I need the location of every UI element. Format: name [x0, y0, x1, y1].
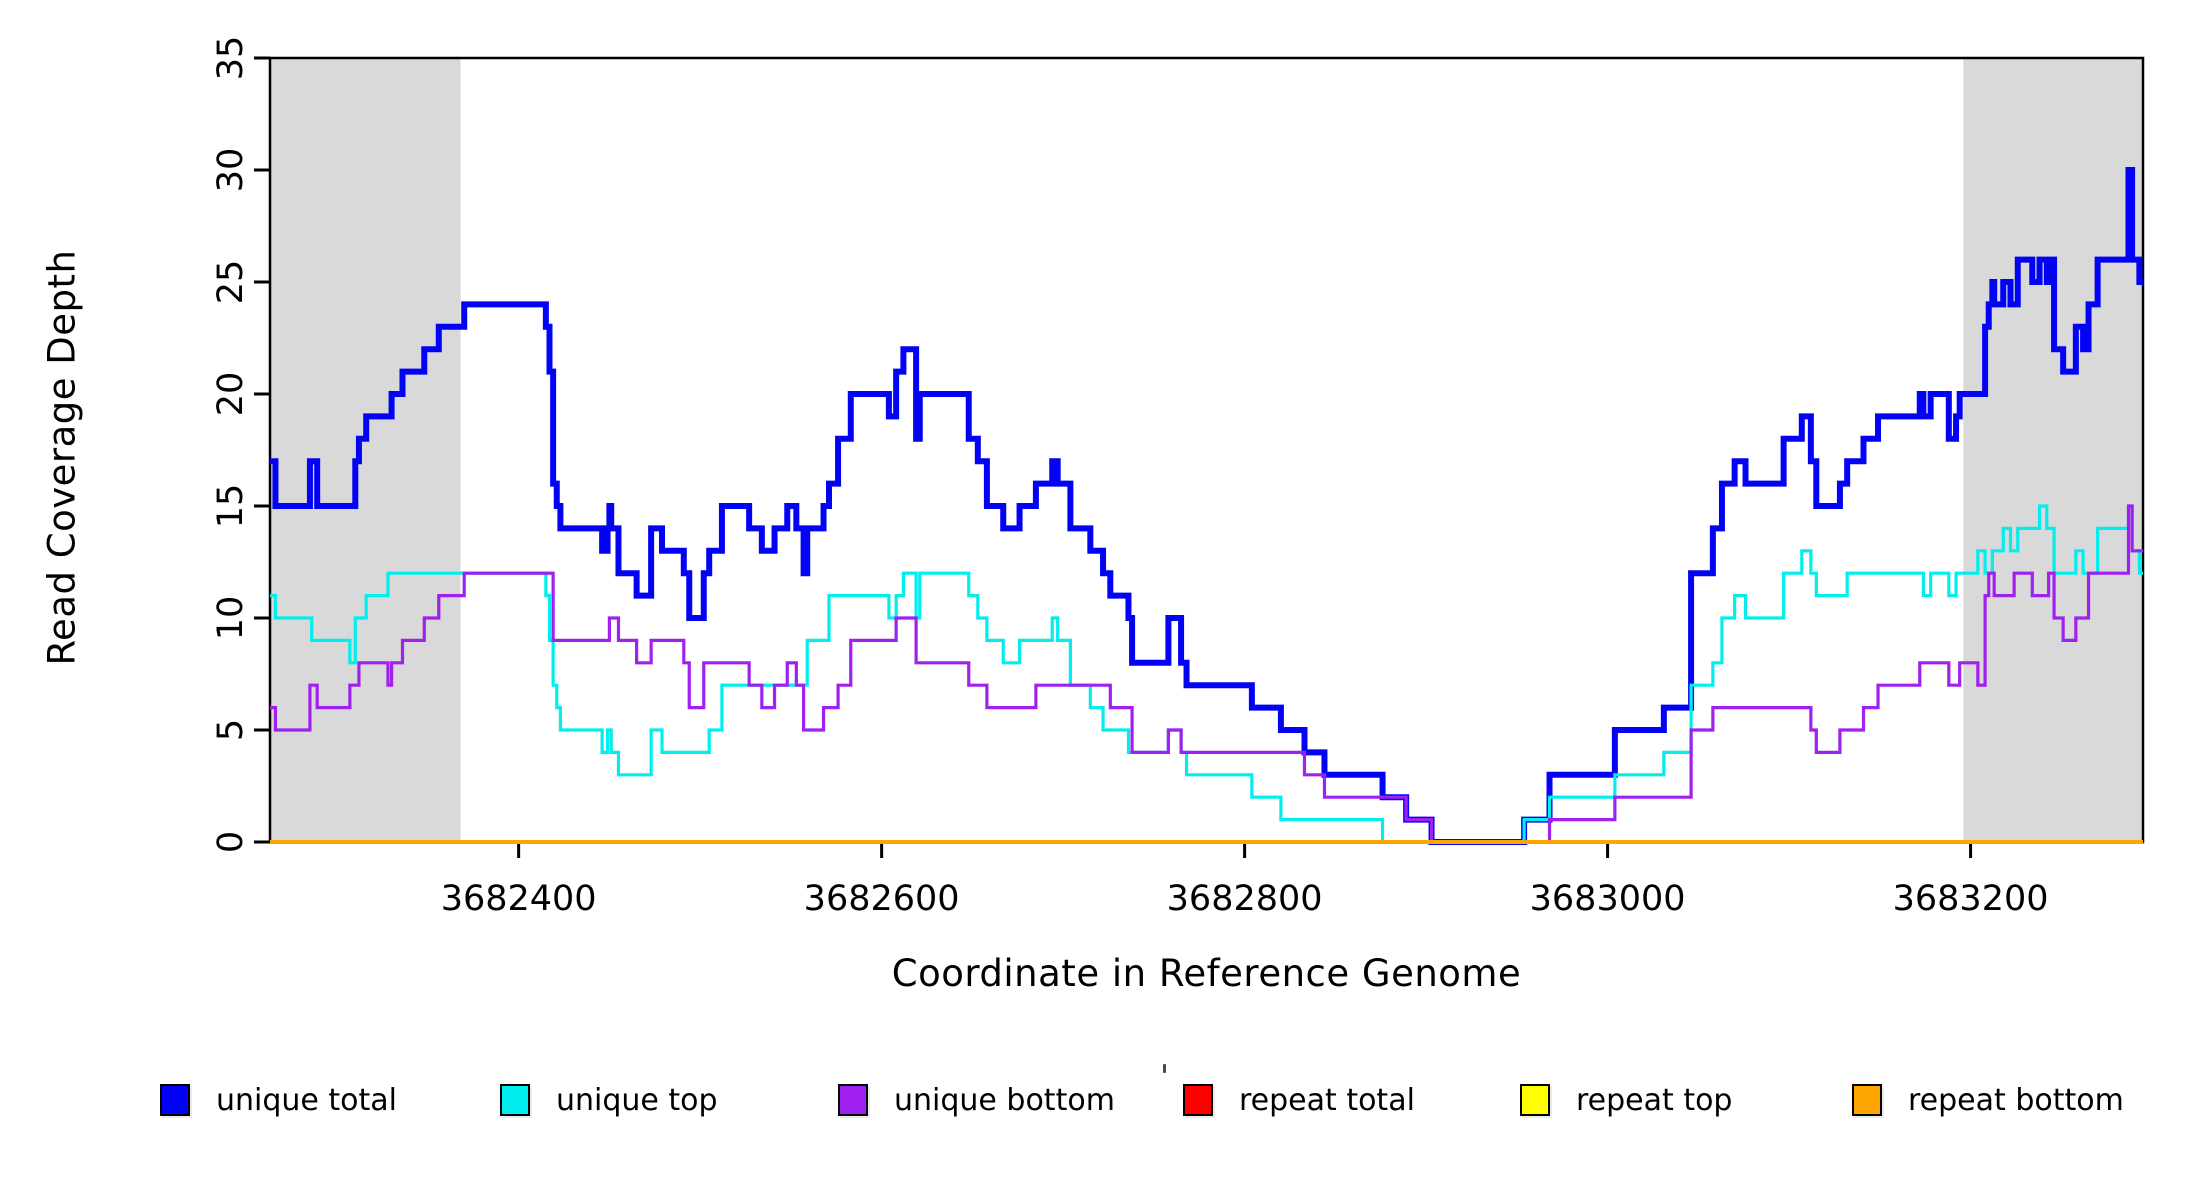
y-tick-label: 25 [211, 260, 251, 305]
unique-total-swatch-icon [160, 1084, 190, 1116]
y-tick-label: 30 [211, 148, 251, 193]
y-tick-label: 20 [211, 372, 251, 417]
legend-item-unique-total: unique total [160, 1078, 397, 1122]
x-axis-title: Coordinate in Reference Genome [891, 952, 1522, 995]
legend-item-repeat-total: repeat total [1183, 1078, 1415, 1122]
unique-bottom-swatch-icon [838, 1084, 868, 1116]
legend-label: unique total [216, 1082, 398, 1118]
x-tick-label: 3683000 [1530, 879, 1686, 919]
y-tick-label: 5 [211, 719, 251, 741]
legend-label: unique top [556, 1082, 718, 1118]
shaded-repeat-band [270, 58, 461, 842]
legend: unique total unique top unique bottom re… [0, 1078, 2200, 1138]
legend-item-unique-top: unique top [500, 1078, 718, 1122]
series-unique-bottom [270, 504, 2143, 844]
x-tick-label: 3682400 [441, 879, 597, 919]
legend-label: repeat bottom [1908, 1082, 2124, 1118]
legend-label: repeat top [1576, 1082, 1733, 1118]
x-tick-label: 3683200 [1893, 879, 2049, 919]
stray-mark [1163, 1064, 1166, 1073]
legend-label: repeat total [1239, 1082, 1415, 1118]
unique-top-swatch-icon [500, 1084, 530, 1116]
repeat-top-swatch-icon [1520, 1084, 1550, 1116]
legend-label: unique bottom [894, 1082, 1115, 1118]
repeat-total-swatch-icon [1183, 1084, 1213, 1116]
y-tick-label: 35 [211, 36, 251, 81]
repeat-bottom-swatch-icon [1852, 1084, 1882, 1116]
legend-item-unique-bottom: unique bottom [838, 1078, 1115, 1122]
series-unique-total [270, 167, 2143, 845]
legend-item-repeat-bottom: repeat bottom [1852, 1078, 2124, 1122]
y-tick-label: 0 [211, 831, 251, 853]
x-tick-label: 3682600 [804, 879, 960, 919]
y-tick-label: 10 [211, 596, 251, 641]
x-tick-label: 3682800 [1167, 879, 1323, 919]
y-axis-title: Read Coverage Depth [40, 249, 84, 666]
series-unique-top [270, 504, 2143, 844]
legend-item-repeat-top: repeat top [1520, 1078, 1732, 1122]
y-tick-label: 15 [211, 484, 251, 529]
shaded-repeat-band [1963, 58, 2143, 842]
